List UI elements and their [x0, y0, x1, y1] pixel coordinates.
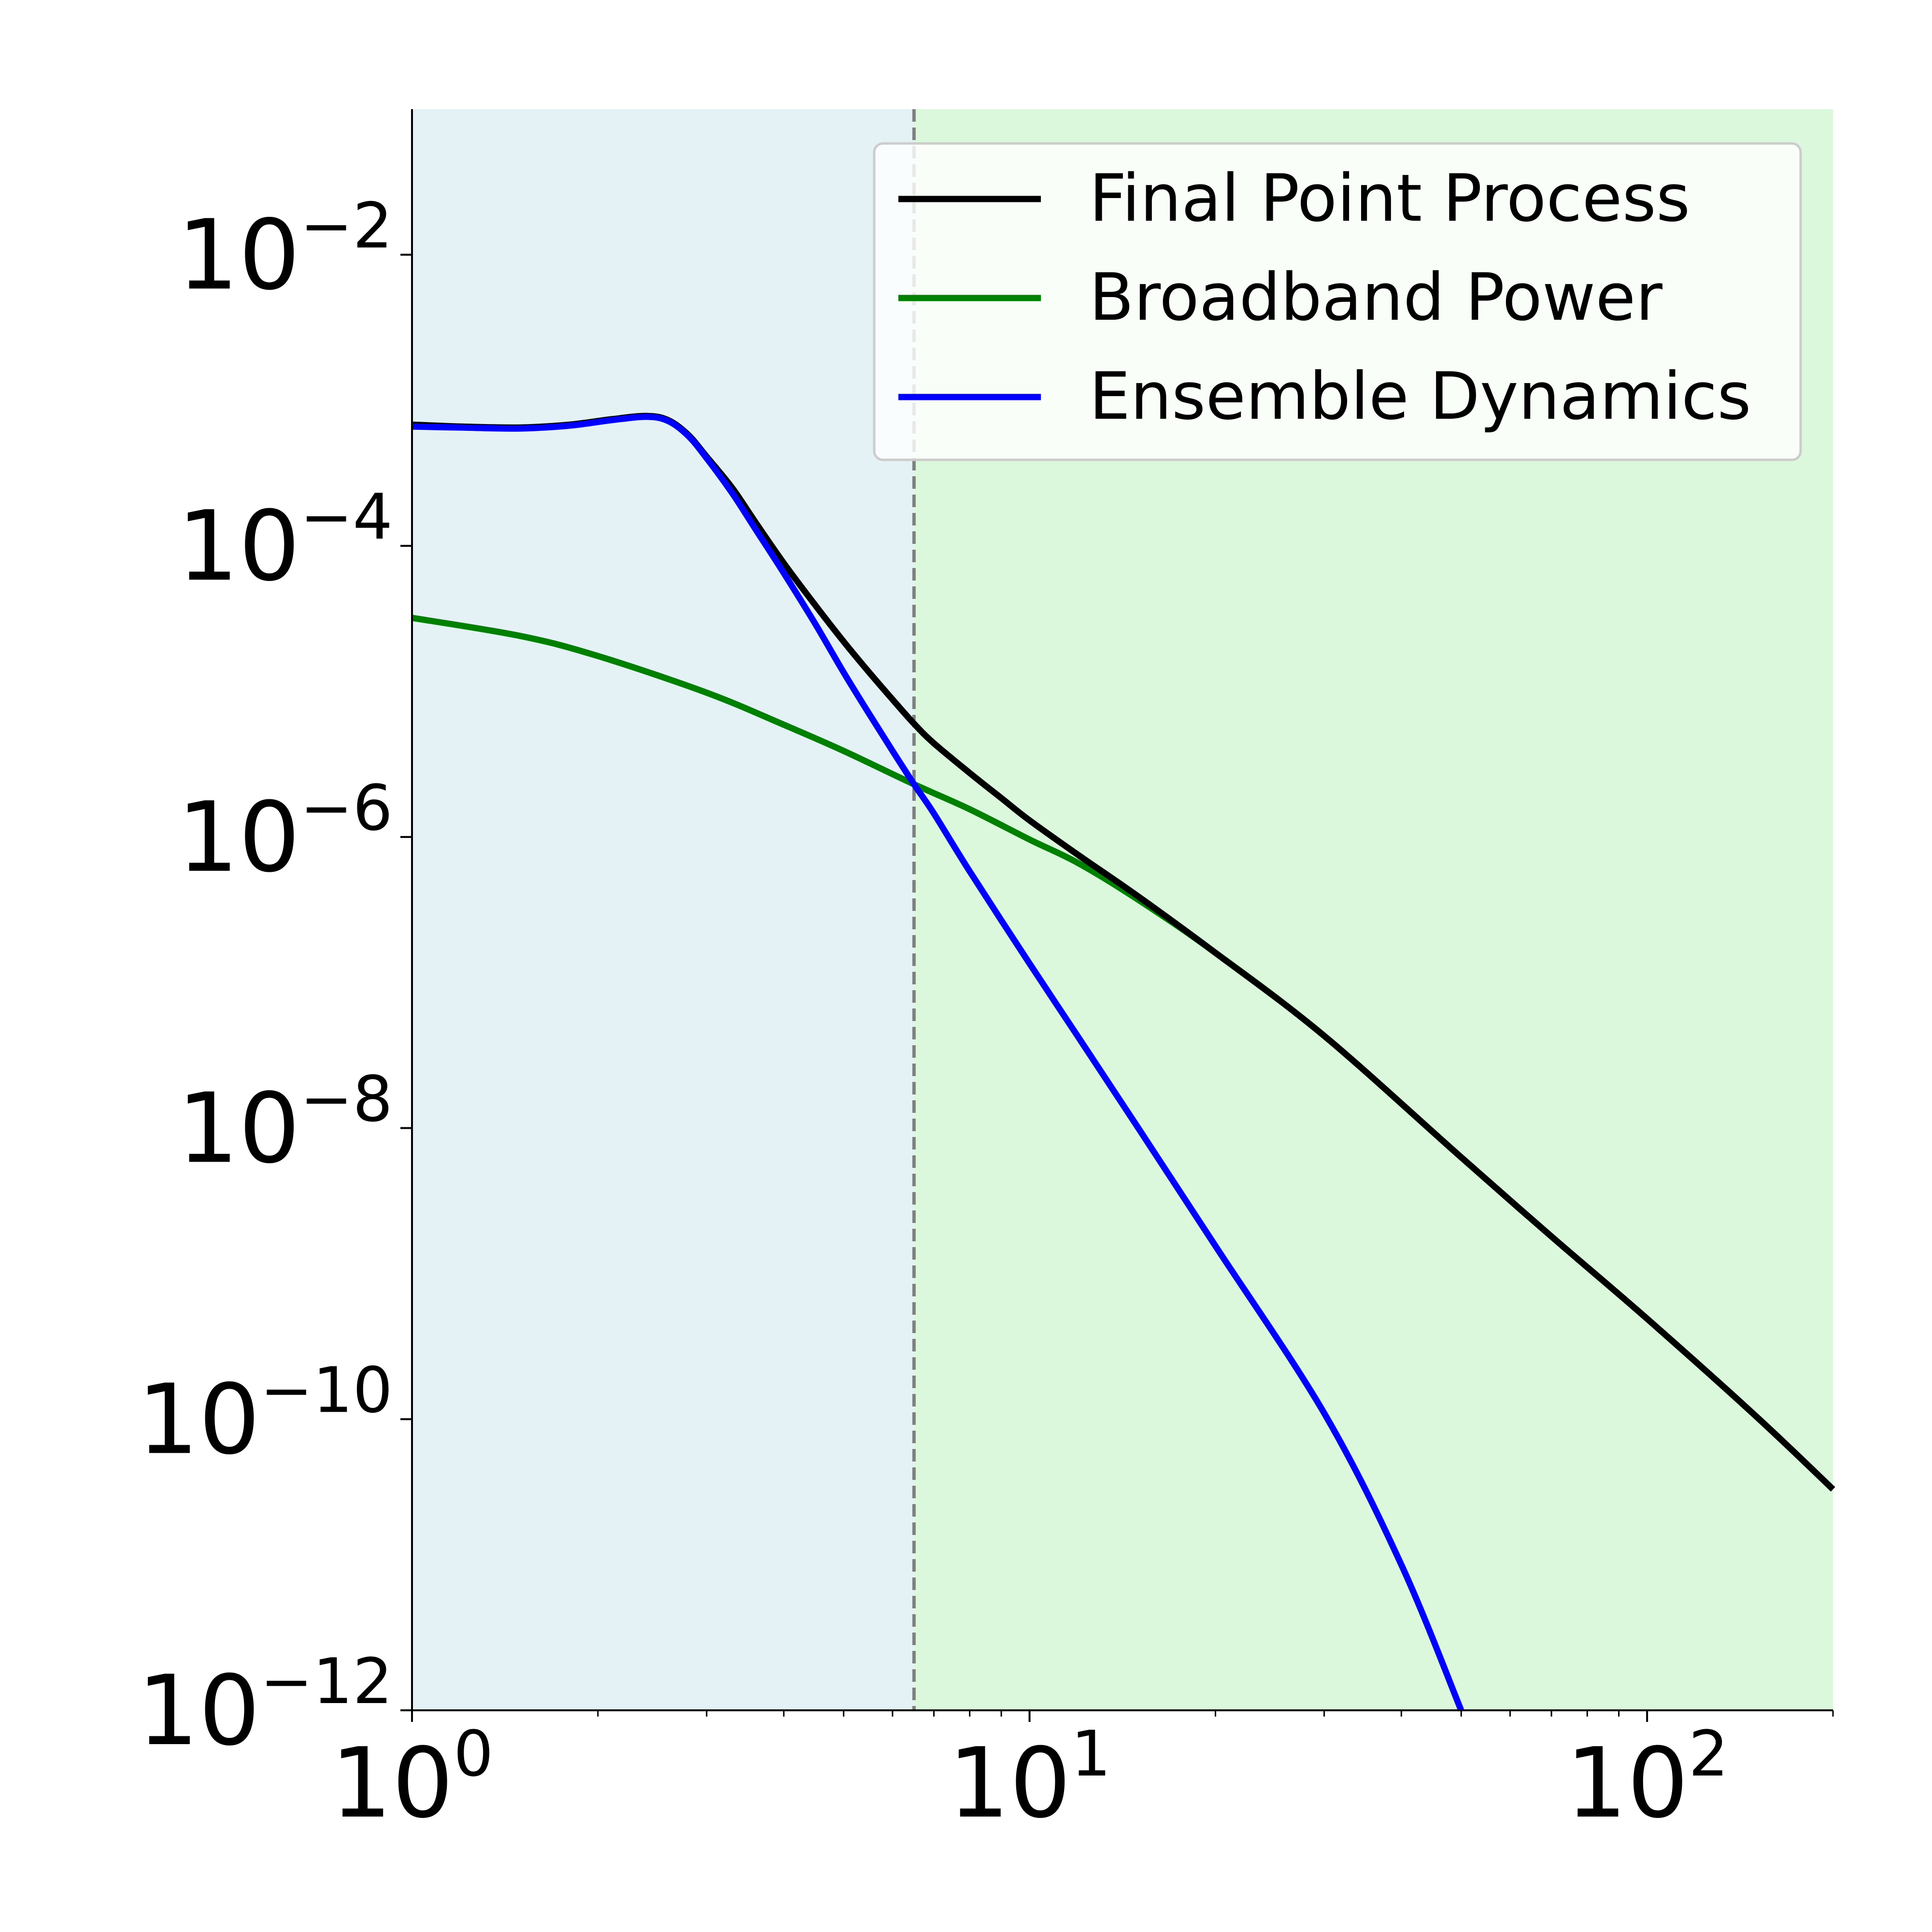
y-tick-label: 10−2	[177, 189, 393, 312]
shaded-region-1	[412, 109, 914, 1710]
series-layer	[411, 412, 1835, 1712]
legend-label-ensemble-dynamics: Ensemble Dynamics	[1089, 358, 1751, 434]
legend-box	[873, 142, 1802, 461]
ticks: 100 101 102 10−2 10−4 10−6 10−8 10−10 10−12	[137, 189, 1834, 1840]
y-tick-label: 10−4	[177, 480, 393, 603]
legend: Final Point Process Broadband Power Ensemb…	[873, 142, 1802, 461]
x-tick-label: 102	[1566, 1717, 1729, 1840]
x-tick-label: 100	[330, 1717, 493, 1840]
legend-label-broadband-power: Broadband Power	[1089, 259, 1662, 335]
axes	[411, 109, 1833, 1711]
series-line-ensemble-dynamics	[412, 413, 1464, 1712]
legend-label-final-point-process: Final Point Process	[1089, 160, 1690, 236]
y-tick-label: 10−8	[177, 1063, 393, 1185]
y-tick-label: 10−12	[137, 1645, 393, 1767]
y-tick-label: 10−10	[137, 1353, 393, 1476]
y-tick-label: 10−6	[177, 771, 393, 894]
x-tick-label: 101	[948, 1717, 1111, 1840]
